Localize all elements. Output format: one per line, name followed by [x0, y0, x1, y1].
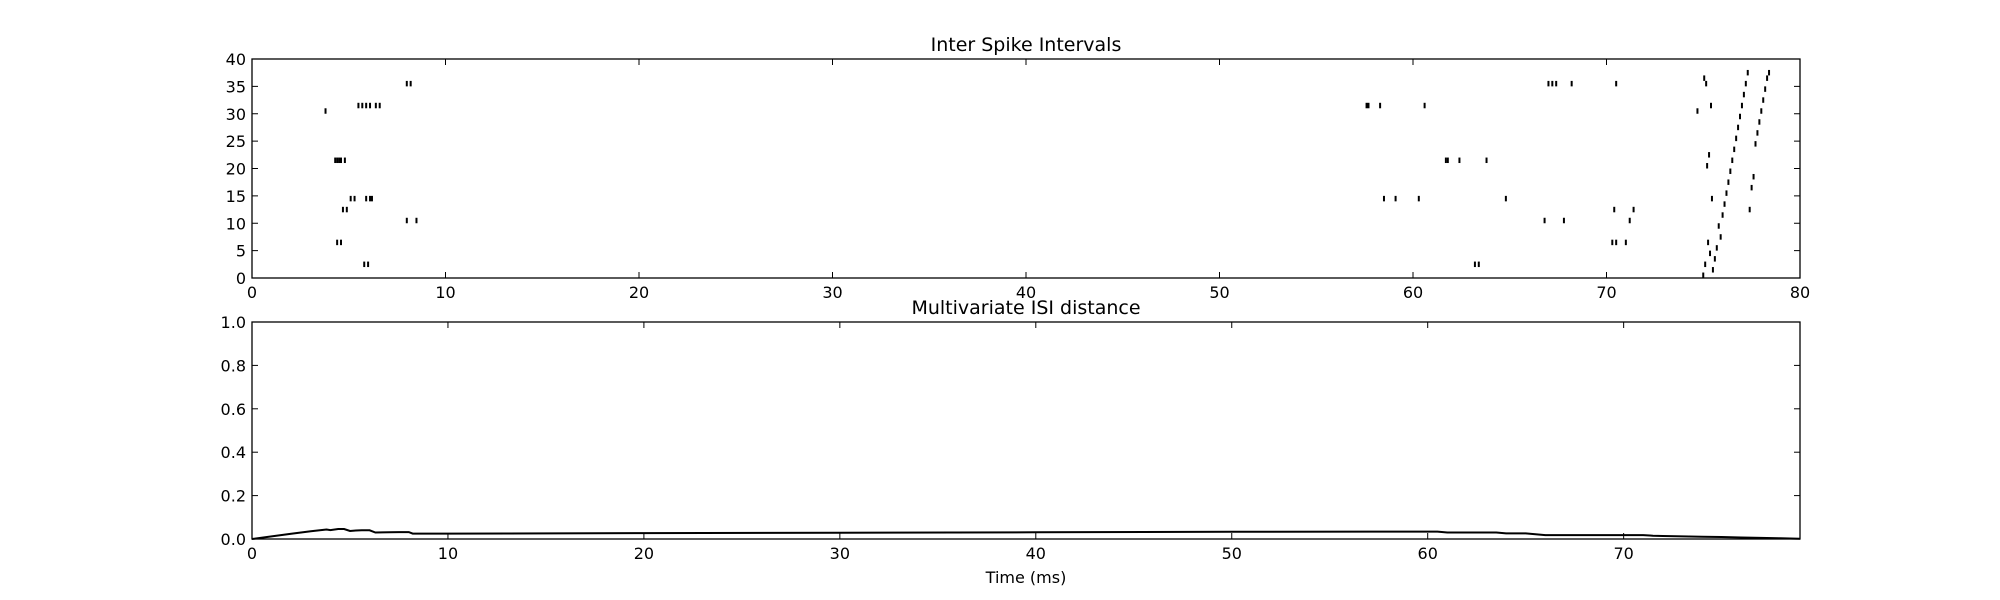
y-tick-label: 20 — [226, 160, 246, 179]
y-tick-label: 15 — [226, 187, 246, 206]
x-tick-label: 80 — [1790, 283, 1810, 302]
chart-title: Inter Spike Intervals — [931, 34, 1122, 56]
x-tick-label: 30 — [822, 283, 842, 302]
y-tick-label: 0.4 — [221, 443, 246, 462]
y-tick-label: 5 — [236, 242, 246, 261]
x-tick-label: 40 — [1016, 283, 1036, 302]
chart-title: Multivariate ISI distance — [911, 297, 1140, 319]
x-tick-label: 70 — [1613, 544, 1633, 563]
x-tick-label: 10 — [435, 283, 455, 302]
x-tick-label: 0 — [247, 544, 257, 563]
x-tick-label: 20 — [634, 544, 654, 563]
y-tick-label: 0.8 — [221, 356, 246, 375]
x-axis-label: Time (ms) — [985, 568, 1067, 587]
y-tick-label: 0 — [236, 269, 246, 288]
isi-distance-chart: 0 10 20 30 40 50 60 70 0.0 0.2 0.4 0.6 0.8 1.0 Multiva… — [221, 297, 1801, 587]
y-tick-label: 0.6 — [221, 400, 246, 419]
x-tick-label: 40 — [1026, 544, 1046, 563]
y-tick-label: 0.0 — [221, 530, 246, 549]
y-tick-label: 10 — [226, 214, 246, 233]
y-tick-label: 40 — [226, 50, 246, 69]
x-tick-label: 50 — [1222, 544, 1242, 563]
y-tick-label: 30 — [226, 105, 246, 124]
x-tick-label: 60 — [1418, 544, 1438, 563]
spike-raster-chart: 0 10 20 30 40 50 60 70 80 0 5 10 15 20 25 30 35 40 Inter S… — [226, 34, 1811, 302]
x-tick-label: 20 — [629, 283, 649, 302]
x-tick-label: 50 — [1209, 283, 1229, 302]
plot-frame — [251, 58, 1801, 279]
y-tick-label: 0.2 — [221, 487, 246, 506]
x-tick-label: 0 — [247, 283, 257, 302]
y-tick-label: 25 — [226, 132, 246, 151]
isi-distance-line — [251, 528, 1801, 540]
y-tick-label: 35 — [226, 77, 246, 96]
x-tick-label: 70 — [1596, 283, 1616, 302]
x-tick-label: 30 — [830, 544, 850, 563]
y-tick-label: 1.0 — [221, 313, 246, 332]
x-tick-label: 60 — [1403, 283, 1423, 302]
plot-frame — [251, 321, 1801, 540]
x-tick-label: 10 — [438, 544, 458, 563]
